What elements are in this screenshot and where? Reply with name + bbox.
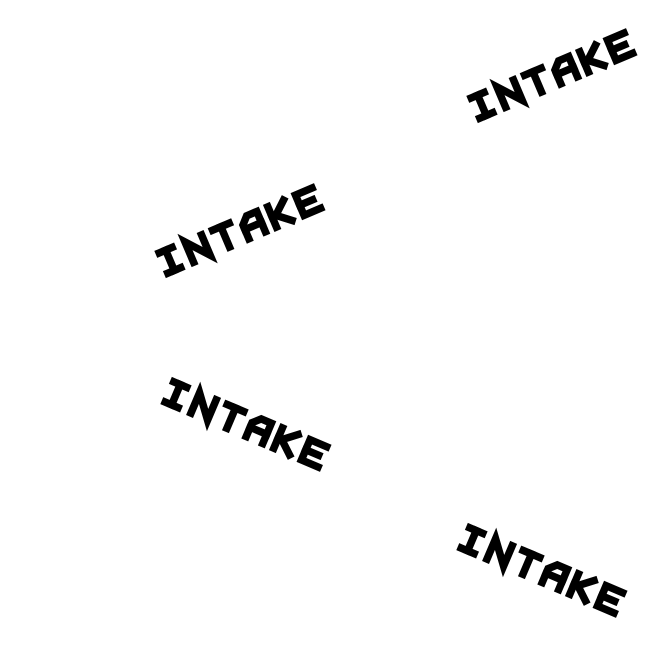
letter-a [550, 51, 583, 89]
letter-k [262, 195, 297, 232]
letter-n [177, 230, 218, 268]
letter-k [574, 40, 609, 77]
letter-t [207, 218, 235, 252]
letter-e [602, 28, 638, 66]
letter-e [296, 434, 332, 472]
letter-k [268, 423, 303, 460]
letter-t [519, 63, 547, 97]
letter-e [290, 183, 326, 221]
intake-lettering [466, 28, 638, 124]
intake-lettering [456, 522, 628, 618]
letter-i [456, 522, 488, 559]
letter-n [489, 75, 530, 113]
letter-a [238, 206, 271, 244]
letter-a [241, 414, 277, 449]
letter-a [537, 560, 573, 595]
letter-e [592, 580, 628, 618]
letter-k [564, 569, 599, 606]
letter-i [154, 242, 186, 279]
letter-i [466, 87, 498, 124]
letter-t [517, 545, 545, 580]
intake-lettering [160, 376, 332, 472]
letter-t [221, 399, 249, 434]
letter-i [160, 376, 192, 413]
intake-lettering [154, 183, 326, 279]
letter-n [186, 381, 222, 432]
letter-n [482, 527, 518, 578]
